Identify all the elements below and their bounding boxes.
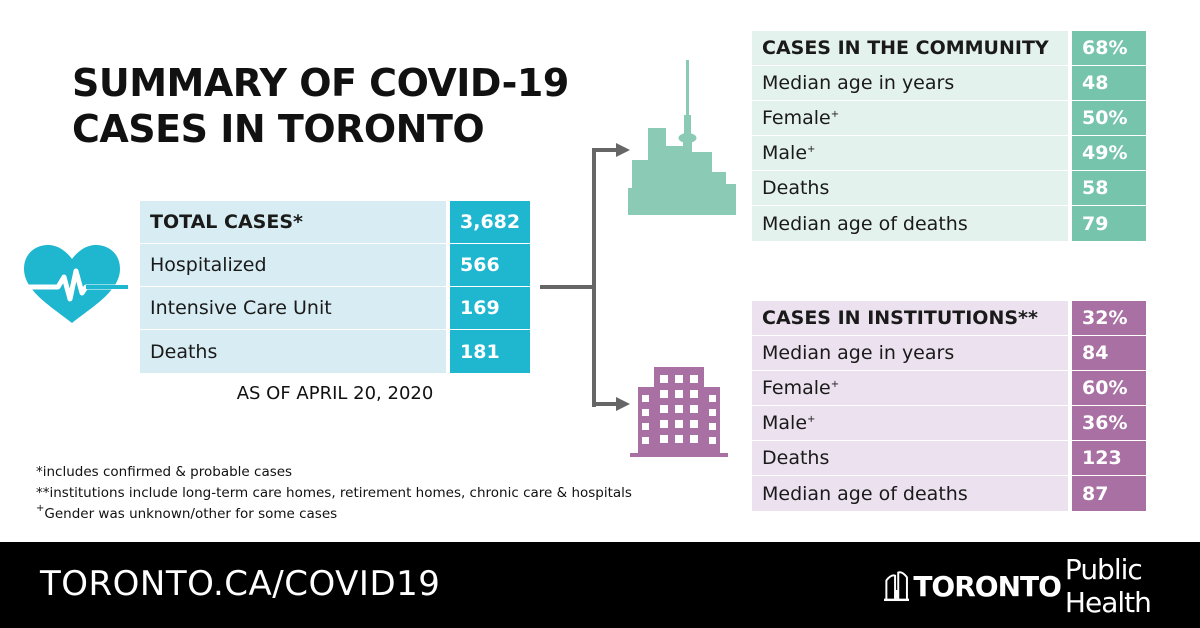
total-cases-table: TOTAL CASES* 3,682 Hospitalized 566 Inte… [140, 201, 531, 373]
table-row: Hospitalized 566 [140, 244, 531, 287]
row-value: 32% [1068, 301, 1146, 336]
row-label: Deaths [140, 330, 446, 373]
row-value: 87 [1068, 476, 1146, 511]
table-row: Deaths 58 [752, 171, 1146, 206]
row-value: 68% [1068, 31, 1146, 66]
as-of-date: AS OF APRIL 20, 2020 [236, 383, 434, 404]
row-value: 181 [446, 330, 531, 373]
row-value: 3,682 [446, 201, 531, 244]
row-label: Median age in years [752, 336, 1068, 371]
row-label: Female+ [752, 101, 1068, 136]
logo-wordmark-light: Public Health [1064, 553, 1152, 619]
table-row: Female+ 50% [752, 101, 1146, 136]
row-value: 36% [1068, 406, 1146, 441]
row-label: Median age of deaths [752, 206, 1068, 241]
toronto-public-health-logo: TORONTO Public Health [884, 553, 1200, 619]
row-value: 58 [1068, 171, 1146, 206]
table-row: CASES IN THE COMMUNITY 68% [752, 31, 1146, 66]
website-link[interactable]: TORONTO.CA/COVID19 [40, 564, 441, 604]
table-row: CASES IN INSTITUTIONS** 32% [752, 301, 1146, 336]
row-value: 50% [1068, 101, 1146, 136]
title-line-1: SUMMARY OF COVID-19 [72, 61, 569, 105]
row-value: 79 [1068, 206, 1146, 241]
row-label: Median age of deaths [752, 476, 1068, 511]
page-title: SUMMARY OF COVID-19 CASES IN TORONTO [72, 60, 569, 152]
row-label: Deaths [752, 171, 1068, 206]
table-row: Deaths 181 [140, 330, 531, 373]
row-value: 123 [1068, 441, 1146, 476]
table-row: Median age of deaths 79 [752, 206, 1146, 241]
footnote-confirmed: *includes confirmed & probable cases [36, 464, 293, 480]
row-value: 169 [446, 287, 531, 330]
footnote-gender: +Gender was unknown/other for some cases [36, 503, 338, 523]
table-row: Median age in years 48 [752, 66, 1146, 101]
row-label: TOTAL CASES* [140, 201, 446, 244]
logo-wordmark-bold: TORONTO [913, 569, 1062, 603]
row-label: Male+ [752, 406, 1068, 441]
row-label: Median age in years [752, 66, 1068, 101]
title-line-2: CASES IN TORONTO [72, 107, 485, 151]
table-row: Median age of deaths 87 [752, 476, 1146, 511]
row-value: 60% [1068, 371, 1146, 406]
table-row: Male+ 49% [752, 136, 1146, 171]
row-label: Deaths [752, 441, 1068, 476]
footer-bar: TORONTO.CA/COVID19 TORONTO Public Health [0, 542, 1200, 628]
row-value: 566 [446, 244, 531, 287]
table-row: Female+ 60% [752, 371, 1146, 406]
table-row: Male+ 36% [752, 406, 1146, 441]
table-row: Median age in years 84 [752, 336, 1146, 371]
community-cases-table: CASES IN THE COMMUNITY 68% Median age in… [752, 31, 1146, 241]
row-value: 49% [1068, 136, 1146, 171]
row-label: CASES IN THE COMMUNITY [752, 31, 1068, 66]
city-skyline-icon [628, 60, 736, 215]
row-label: Male+ [752, 136, 1068, 171]
row-value: 84 [1068, 336, 1146, 371]
footnote-institutions: **institutions include long-term care ho… [36, 485, 632, 501]
row-label: CASES IN INSTITUTIONS** [752, 301, 1068, 336]
row-label: Hospitalized [140, 244, 446, 287]
row-label: Female+ [752, 371, 1068, 406]
institution-cases-table: CASES IN INSTITUTIONS** 32% Median age i… [752, 301, 1146, 511]
table-row: Intensive Care Unit 169 [140, 287, 531, 330]
row-value: 48 [1068, 66, 1146, 101]
city-hall-logo-icon [884, 571, 910, 602]
apartment-building-icon [630, 367, 728, 457]
row-label: Intensive Care Unit [140, 287, 446, 330]
table-row: Deaths 123 [752, 441, 1146, 476]
table-row: TOTAL CASES* 3,682 [140, 201, 531, 244]
heart-pulse-icon [22, 245, 128, 323]
footnotes: *includes confirmed & probable cases **i… [36, 462, 632, 525]
